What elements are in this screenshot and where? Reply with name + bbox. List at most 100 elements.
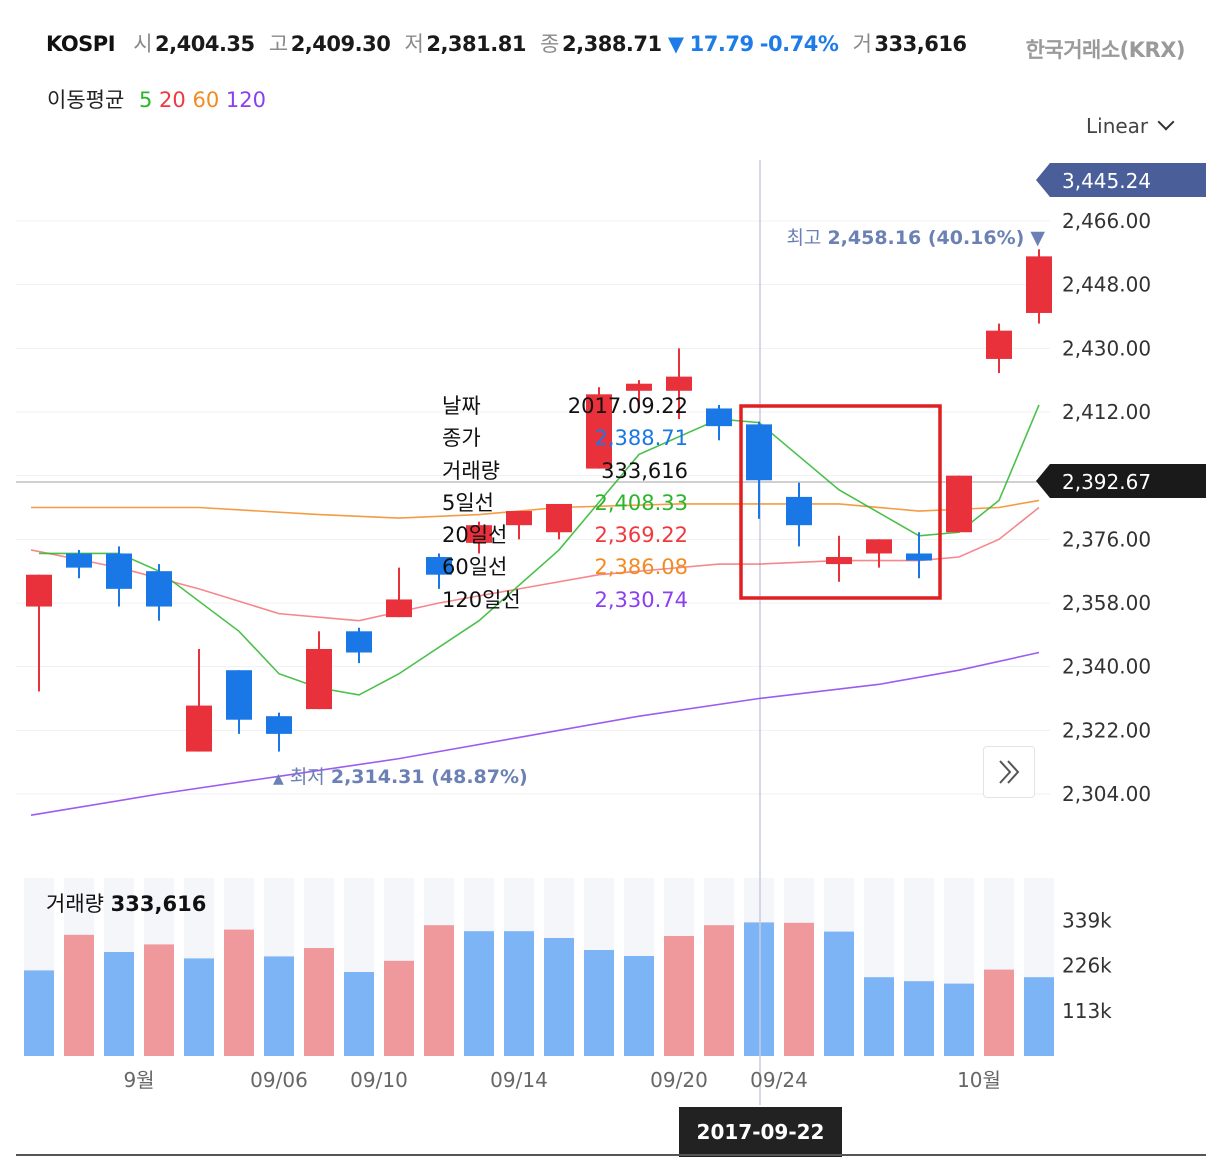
volume-bar — [864, 977, 894, 1056]
volume-label: 거 — [852, 32, 872, 56]
candle-body — [746, 424, 772, 481]
scale-select-label: Linear — [1086, 114, 1149, 138]
date-tick-label: 10월 — [957, 1068, 1001, 1092]
price-axis-labels: 2,304.00 2,322.00 2,340.00 2,358.00 2,376.00… — [1062, 209, 1151, 806]
candle-body — [666, 376, 692, 391]
ma60-line — [31, 499, 1040, 519]
date-tick-label: 09/06 — [250, 1068, 308, 1092]
period-high-annotation: 최고 2,458.16 (40.16%) ▼ — [786, 227, 1045, 249]
scroll-to-latest-button[interactable] — [983, 746, 1035, 798]
low-value: 2,381.81 — [426, 32, 526, 56]
candle-body — [906, 553, 932, 561]
ma120-legend[interactable]: 120 — [225, 88, 266, 112]
volume-panel-value: 333,616 — [110, 892, 207, 916]
volume-bars — [24, 878, 1054, 1056]
volume-bar — [104, 952, 134, 1056]
tooltip-label: 20일선 — [442, 523, 508, 548]
volume-tick-label: 226k — [1062, 954, 1112, 978]
high-label: 고 — [268, 32, 288, 56]
date-tick-label: 09/20 — [650, 1068, 708, 1092]
change-down-icon: ▼ — [667, 32, 684, 56]
period-low-value: 2,314.31 (48.87%) — [331, 766, 528, 788]
candle-body — [1026, 256, 1052, 313]
ma5-legend[interactable]: 5 — [138, 88, 153, 112]
volume-bar — [744, 922, 774, 1056]
candle-body — [946, 475, 972, 533]
current-price-marker: 2,392.67 — [1036, 464, 1206, 498]
exchange-name: 한국거래소(KRX) — [1025, 38, 1186, 62]
double-chevron-right-icon — [999, 760, 1020, 784]
volume-bar — [24, 970, 54, 1056]
price-tick-label: 2,358.00 — [1062, 591, 1151, 615]
tooltip-value: 2,386.08 — [594, 555, 688, 580]
moving-average-label: 이동평균 — [47, 88, 125, 112]
current-price-value: 2,392.67 — [1062, 470, 1151, 494]
open-value: 2,404.35 — [155, 32, 255, 56]
moving-average-legend: 이동평균 5 20 60 120 — [47, 84, 266, 114]
date-axis-labels: 9월 09/06 09/10 09/14 09/20 09/24 10월 — [123, 1068, 1000, 1092]
tooltip-label: 거래량 — [442, 458, 500, 483]
moving-average-lines — [30, 404, 1040, 817]
candle-body — [386, 599, 412, 618]
tooltip-row-ma20: 20일선 2,369.22 — [442, 519, 688, 551]
low-label: 저 — [404, 32, 424, 56]
price-tick-label: 2,412.00 — [1062, 400, 1151, 424]
price-gridlines — [16, 220, 1050, 795]
crosshair-tooltip: 날짜 2017.09.22 종가 2,388.71 거래량 333,616 5일선 2,… — [442, 390, 688, 616]
volume-bar — [904, 981, 934, 1056]
candle-body — [146, 571, 172, 607]
volume-bar — [664, 936, 694, 1056]
top-price-marker: 3,445.24 — [1036, 163, 1206, 197]
tooltip-value: 2,330.74 — [594, 587, 688, 612]
candle-body — [346, 631, 372, 653]
price-tick-label: 2,466.00 — [1062, 209, 1151, 233]
ma20-legend[interactable]: 20 — [159, 88, 186, 112]
period-high-icon: ▼ — [1030, 227, 1045, 249]
candle-body — [226, 670, 252, 720]
date-tick-label: 9월 — [123, 1068, 154, 1092]
candle-body — [546, 503, 572, 533]
symbol-name: KOSPI — [46, 32, 116, 56]
tooltip-row-ma60: 60일선 2,386.08 — [442, 551, 688, 583]
tooltip-label: 120일선 — [442, 587, 521, 612]
ma60-legend[interactable]: 60 — [192, 88, 220, 112]
volume-tick-label: 113k — [1062, 999, 1112, 1023]
tooltip-row-ma5: 5일선 2,408.33 — [442, 487, 688, 519]
candles — [26, 249, 1052, 752]
ma5-line — [39, 404, 1040, 696]
volume-panel-label: 거래량 — [46, 892, 104, 916]
volume-axis-labels: 113k 226k 339k — [1062, 908, 1112, 1022]
candle-body — [506, 511, 532, 526]
price-tick-label: 2,340.00 — [1062, 655, 1151, 679]
volume-bar — [784, 922, 814, 1056]
volume-value: 333,616 — [874, 32, 967, 56]
tooltip-row-date: 날짜 2017.09.22 — [442, 390, 688, 422]
date-tick-label: 09/24 — [750, 1068, 808, 1092]
close-label: 종 — [540, 32, 559, 56]
candle-body — [826, 557, 852, 565]
volume-bar — [504, 931, 534, 1056]
tooltip-label: 5일선 — [442, 490, 495, 515]
scale-select[interactable]: Linear — [1086, 113, 1175, 138]
volume-bar — [304, 948, 334, 1056]
change-percent: -0.74% — [759, 32, 839, 56]
volume-bar — [344, 972, 374, 1056]
high-value: 2,409.30 — [290, 32, 391, 56]
candle-body — [106, 553, 132, 589]
tooltip-value: 2,369.22 — [594, 523, 688, 548]
price-tick-label: 2,304.00 — [1062, 782, 1151, 806]
candle-body — [706, 408, 732, 427]
candle-body — [66, 553, 92, 568]
candle-body — [306, 648, 332, 710]
price-tick-label: 2,322.00 — [1062, 718, 1151, 742]
volume-tick-label: 339k — [1062, 908, 1112, 932]
volume-bar — [624, 956, 654, 1056]
candle-body — [586, 394, 612, 469]
candle-body — [186, 705, 212, 752]
price-tick-label: 2,430.00 — [1062, 336, 1151, 360]
volume-bar — [704, 925, 734, 1056]
quote-header: KOSPI 시 2,404.35 고 2,409.30 저 2,381.81 종 2,3… — [46, 28, 967, 58]
period-low-label: 최저 — [290, 766, 325, 788]
date-tick-label: 09/10 — [350, 1068, 408, 1092]
